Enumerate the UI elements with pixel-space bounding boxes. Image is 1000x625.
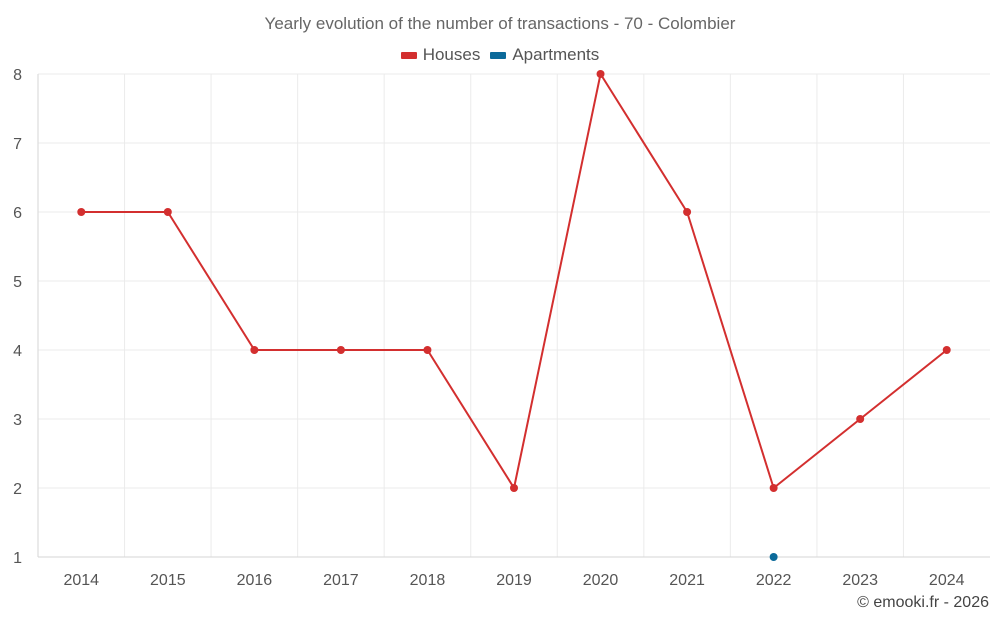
legend-swatch-apartments [490, 51, 507, 59]
data-point-apartments-2022 [769, 553, 778, 561]
x-tick-label: 2022 [756, 572, 792, 589]
data-point-houses-2021 [683, 208, 692, 216]
x-tick-label: 2020 [583, 572, 619, 589]
data-point-houses-2023 [856, 415, 865, 423]
data-point-houses-2015 [163, 208, 172, 216]
y-tick-label: 8 [13, 67, 22, 84]
y-tick-label: 4 [13, 343, 22, 360]
y-tick-label: 6 [13, 205, 22, 222]
x-tick-label: 2016 [237, 572, 273, 589]
y-tick-label: 3 [13, 412, 22, 429]
data-point-houses-2016 [250, 346, 259, 354]
x-tick-label: 2024 [929, 572, 965, 589]
legend-item-apartments[interactable]: Apartments [490, 45, 599, 65]
y-tick-label: 2 [13, 481, 22, 498]
x-tick-label: 2023 [842, 572, 878, 589]
data-point-houses-2014 [77, 208, 86, 216]
y-tick-label: 7 [13, 136, 22, 153]
y-tick-label: 5 [13, 274, 22, 291]
x-tick-label: 2018 [410, 572, 446, 589]
y-tick-label: 1 [13, 550, 22, 567]
data-point-houses-2020 [596, 70, 605, 78]
x-tick-label: 2019 [496, 572, 532, 589]
data-point-houses-2019 [510, 484, 518, 492]
data-point-houses-2018 [423, 346, 432, 354]
data-point-houses-2022 [769, 484, 778, 492]
x-tick-label: 2017 [323, 572, 359, 589]
legend-label-apartments: Apartments [512, 45, 600, 64]
legend-label-houses: Houses [422, 45, 481, 64]
legend: Houses Apartments [0, 45, 1000, 65]
chart-title: Yearly evolution of the number of transa… [264, 14, 736, 33]
legend-swatch-houses [400, 51, 417, 59]
x-tick-label: 2021 [669, 572, 705, 589]
legend-item-houses[interactable]: Houses [400, 45, 481, 65]
credit-text: © emooki.fr - 2026 [857, 594, 989, 611]
x-tick-label: 2015 [150, 572, 186, 589]
data-point-houses-2024 [942, 346, 951, 354]
data-point-houses-2017 [336, 346, 345, 354]
x-tick-label: 2014 [63, 572, 99, 589]
